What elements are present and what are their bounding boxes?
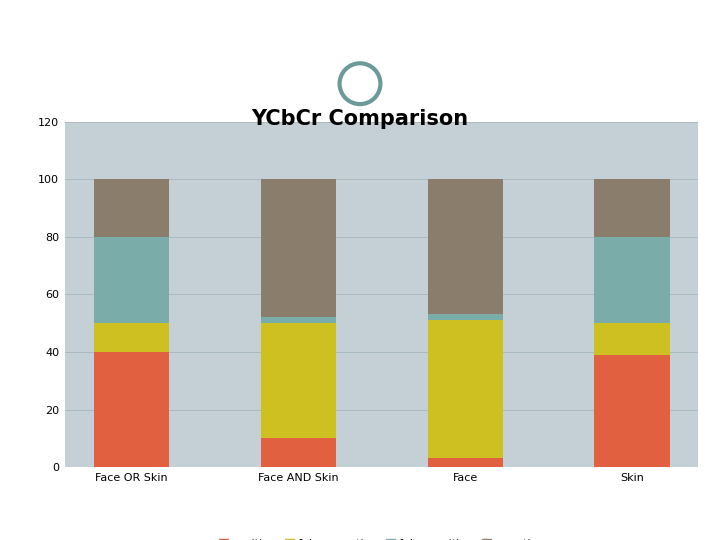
Bar <box>94 179 168 237</box>
Bar <box>428 314 503 320</box>
Bar <box>428 320 503 458</box>
Bar <box>261 438 336 467</box>
Bar <box>261 323 336 438</box>
Bar <box>595 355 670 467</box>
Bar <box>94 237 168 323</box>
Bar <box>595 179 670 237</box>
Bar <box>261 318 336 323</box>
Bar <box>428 179 503 314</box>
Circle shape <box>346 70 374 97</box>
Bar <box>94 323 168 352</box>
Text: YCbCr Comparison: YCbCr Comparison <box>251 109 469 129</box>
Legend: positive, false negative, false positive, negative: positive, false negative, false positive… <box>215 535 549 540</box>
Bar <box>595 237 670 323</box>
Bar <box>595 323 670 355</box>
Bar <box>94 352 168 467</box>
Bar <box>428 458 503 467</box>
Bar <box>261 179 336 318</box>
